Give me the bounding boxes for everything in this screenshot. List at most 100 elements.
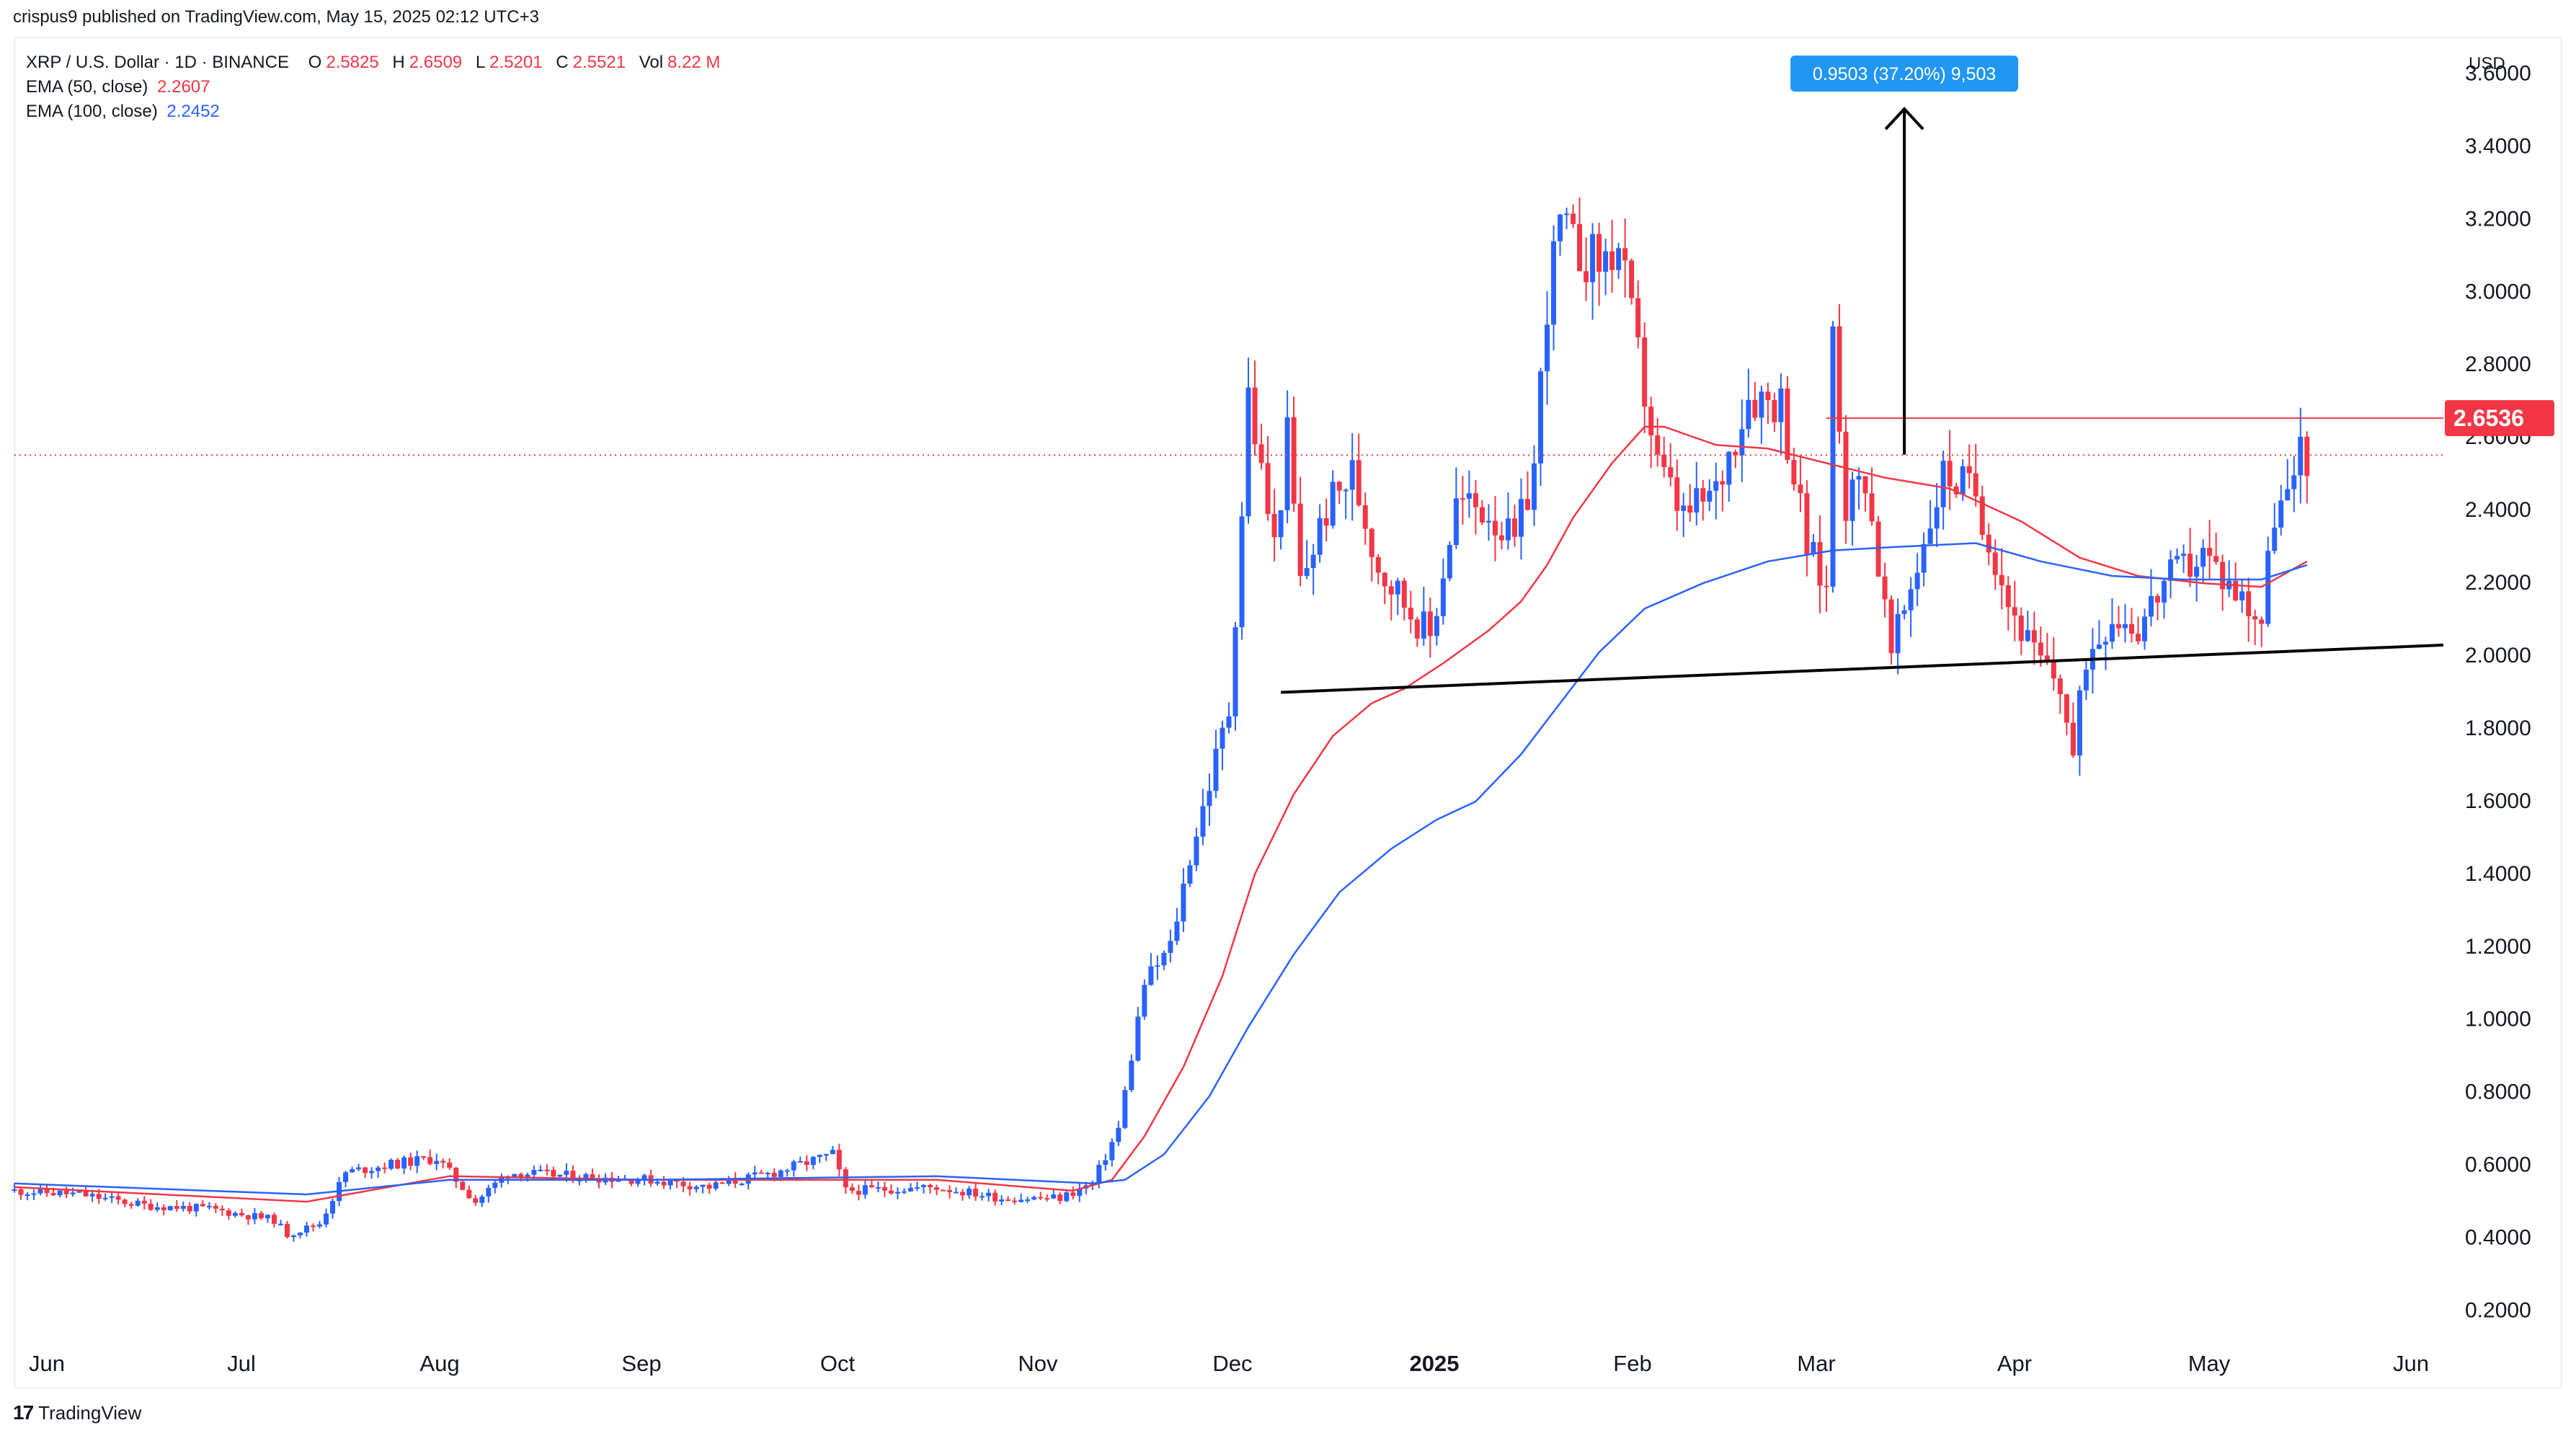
x-tick-label: Feb (1613, 1351, 1651, 1376)
candle-body (2012, 607, 2017, 616)
x-tick-label: Dec (1212, 1351, 1252, 1376)
candle-body (427, 1157, 433, 1164)
volume-label: Vol (639, 53, 664, 72)
candle-body (1057, 1194, 1063, 1202)
candle-body (193, 1204, 199, 1212)
y-tick-label: 0.6000 (2465, 1153, 2531, 1177)
candle-body (1200, 806, 1206, 837)
candle-body (1155, 965, 1160, 967)
candle-body (63, 1190, 69, 1194)
candle-body (1545, 324, 1550, 372)
support-trendline (1281, 643, 2444, 694)
candle-body (2038, 642, 2043, 656)
candle-body (706, 1184, 712, 1189)
candle-body (2115, 624, 2121, 629)
candle-body (1382, 572, 1387, 587)
x-tick-label: Mar (1797, 1351, 1835, 1376)
candle-body (862, 1185, 868, 1195)
low-value: 2.5201 (489, 53, 543, 72)
candle-body (1044, 1197, 1050, 1199)
candle-body (161, 1207, 166, 1210)
candle-body (1960, 466, 1966, 494)
candle-body (1460, 498, 1465, 500)
high-value: 2.6509 (409, 53, 463, 72)
candle-body (369, 1171, 375, 1174)
y-tick-label: 1.0000 (2465, 1008, 2531, 1032)
candle-body (1135, 1016, 1141, 1061)
candle-body (2083, 670, 2089, 691)
candle-body (1142, 985, 1147, 1017)
legend: XRP / U.S. Dollar · 1D · BINANCE O 2.5825… (26, 50, 729, 124)
volume-value: 8.22 M (667, 53, 721, 72)
candle-body (596, 1179, 602, 1183)
candle-body (2239, 591, 2245, 600)
candle-body (920, 1184, 926, 1187)
candle-body (174, 1206, 179, 1209)
measure-label: 0.9503 (37.20%) 9,503 (1813, 64, 1996, 84)
candle-body (1856, 476, 1862, 480)
candle-body (1940, 461, 1946, 507)
candle-body (376, 1167, 381, 1171)
candle-body (115, 1196, 121, 1200)
candle-body (564, 1171, 569, 1175)
candle-body (1213, 748, 1219, 791)
ema100-line (14, 542, 2308, 1196)
candle-body (531, 1170, 537, 1175)
legend-ema100-row[interactable]: EMA (100, close) 2.2452 (26, 99, 729, 124)
candle-body (2298, 436, 2304, 476)
candle-body (1843, 431, 1849, 521)
candle-body (2149, 595, 2154, 617)
candle-body (1661, 454, 1667, 468)
legend-ema50-row[interactable]: EMA (50, close) 2.2607 (26, 75, 729, 99)
candle-body (928, 1184, 933, 1188)
candle-body (1369, 528, 1374, 557)
candle-body (986, 1192, 992, 1197)
candle-body (486, 1187, 492, 1197)
candle-body (641, 1175, 647, 1181)
candle-body (1168, 941, 1173, 953)
candle-body (1953, 486, 1959, 494)
candle-body (1304, 567, 1310, 576)
candle-body (1421, 611, 1426, 639)
candle-body (2252, 616, 2258, 620)
candle-body (1096, 1164, 1102, 1183)
candle-body (1505, 518, 1511, 541)
candle-body (771, 1173, 777, 1177)
tradingview-brand[interactable]: 17 TradingView (13, 1401, 141, 1424)
candle-body (1707, 490, 1713, 502)
candle-body (492, 1182, 498, 1188)
candle-body (382, 1167, 388, 1169)
candle-body (271, 1215, 277, 1224)
candle-body (1025, 1199, 1031, 1201)
candle-body (1908, 589, 1914, 611)
candle-body (1479, 507, 1485, 523)
close-label: C (556, 53, 569, 72)
candle-body (1330, 482, 1336, 526)
candle-body (758, 1172, 764, 1174)
candle-body (2291, 475, 2297, 489)
candle-body (2175, 556, 2180, 560)
candle-body (453, 1167, 459, 1182)
candle-body (408, 1157, 414, 1166)
candle-body (947, 1189, 953, 1192)
candle-body (1992, 552, 1998, 575)
candle-body (1791, 460, 1797, 485)
ema50-line (14, 425, 2308, 1203)
candle-body (1440, 578, 1446, 616)
candle-body (2259, 619, 2265, 624)
candle-body (414, 1156, 420, 1166)
candle-body (122, 1199, 128, 1204)
candle-body (1979, 496, 1985, 535)
candle-body (388, 1160, 394, 1169)
candle-body (804, 1161, 809, 1166)
candle-body (680, 1181, 686, 1186)
y-tick-label: 2.2000 (2465, 571, 2531, 595)
candle-body (135, 1200, 141, 1206)
candle-body (167, 1206, 173, 1210)
candle-body (252, 1212, 257, 1220)
candle-body (18, 1189, 24, 1195)
candle-body (1681, 505, 1687, 511)
candle-body (635, 1180, 641, 1184)
chart-frame[interactable] (14, 37, 2562, 1388)
